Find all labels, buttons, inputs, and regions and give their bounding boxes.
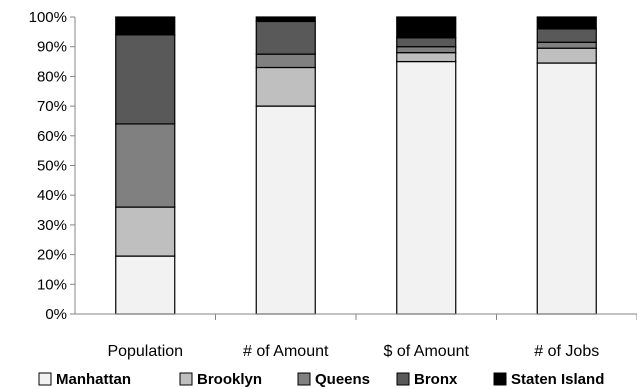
y-tick-label: 20% <box>37 247 67 264</box>
y-tick-label: 40% <box>37 187 67 204</box>
category-label: $ of Amount <box>384 343 470 360</box>
bar-segment-bronx <box>536 28 597 43</box>
legend-swatch <box>297 372 311 386</box>
y-tick-label: 60% <box>37 128 67 145</box>
x-axis-ticks <box>215 314 637 320</box>
bar-segment-staten-island <box>536 16 597 30</box>
bar-segment-bronx <box>255 20 316 55</box>
bar-segment-brooklyn <box>396 52 457 63</box>
y-tick-label: 0% <box>45 306 67 323</box>
legend-swatch <box>396 372 410 386</box>
category-label: Population <box>107 343 183 360</box>
bar-segment-manhattan <box>115 255 176 315</box>
bar-segment-queens <box>255 53 316 69</box>
bar-segment-staten-island <box>115 16 176 36</box>
bar-segment-queens <box>536 41 597 49</box>
y-axis-ticks: 0% 10% 20% 30% 40% 50% 60% 70% 80% 90% 100% <box>29 9 75 323</box>
bar-segment-staten-island <box>396 16 457 39</box>
y-tick-label: 70% <box>37 98 67 115</box>
y-tick-label: 50% <box>37 158 67 175</box>
legend-label: Queens <box>315 371 370 388</box>
legend-label: Manhattan <box>56 371 131 388</box>
bar-segment-manhattan <box>255 105 316 315</box>
category-label: # of Amount <box>243 343 329 360</box>
legend: Manhattan Brooklyn Queens Bronx Staten Islan… <box>38 371 604 388</box>
legend-label: Brooklyn <box>197 371 262 388</box>
legend-swatch <box>493 372 507 386</box>
bar-segment-manhattan <box>396 60 457 315</box>
y-tick-label: 90% <box>37 39 67 56</box>
bar-segment-queens <box>396 46 457 54</box>
y-tick-label: 10% <box>37 276 67 293</box>
bar-segment-brooklyn <box>255 66 316 107</box>
bar-segment-brooklyn <box>115 206 176 257</box>
y-tick-label: 80% <box>37 68 67 85</box>
bar-segment-queens <box>115 123 176 208</box>
legend-swatch <box>179 372 193 386</box>
legend-label: Bronx <box>414 371 458 388</box>
bar-segment-bronx <box>396 37 457 48</box>
y-tick-label: 100% <box>29 9 67 26</box>
category-labels: Population # of Amount $ of Amount # of Job… <box>107 343 599 360</box>
y-tick-label: 30% <box>37 217 67 234</box>
legend-swatch <box>38 372 52 386</box>
bar-segment-staten-island <box>255 16 316 23</box>
bar-segment-bronx <box>115 34 176 125</box>
bars-layer <box>115 16 597 315</box>
bar-segment-manhattan <box>536 62 597 315</box>
bar-segment-brooklyn <box>536 47 597 64</box>
legend-label: Staten Island <box>511 371 604 388</box>
category-label: # of Jobs <box>534 343 599 360</box>
